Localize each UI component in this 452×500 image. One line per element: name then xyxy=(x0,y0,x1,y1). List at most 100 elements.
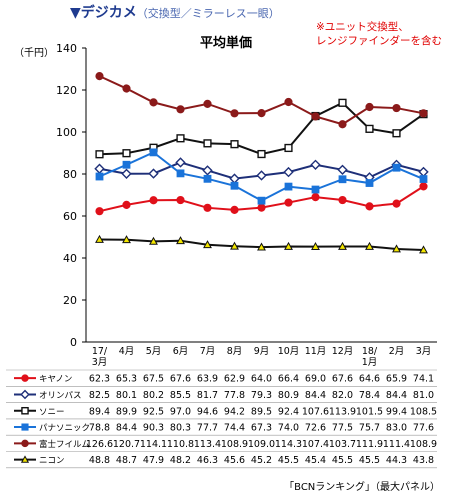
data-point-ソニー xyxy=(203,139,212,148)
data-value: 62.3 xyxy=(89,374,110,385)
y-tick-label: 20 xyxy=(63,294,77,307)
data-value: 89.9 xyxy=(116,406,137,417)
data-point-富士フイルム xyxy=(311,112,320,121)
data-value: 126.6 xyxy=(86,439,113,450)
data-value: 48.8 xyxy=(89,455,110,466)
data-point-ソニー xyxy=(338,98,347,107)
data-point-パナソニック xyxy=(122,160,131,169)
data-value: 103.7 xyxy=(329,439,356,450)
data-value: 45.6 xyxy=(224,455,245,466)
data-point-ニコン xyxy=(338,241,347,250)
data-point-ソニー xyxy=(284,143,293,153)
data-point-ニコン xyxy=(149,236,158,245)
data-point-ニコン xyxy=(95,234,104,243)
footnote-line-1: ※ユニット交換型、 xyxy=(316,21,409,33)
data-point-富士フイルム xyxy=(230,109,239,118)
data-point-ニコン xyxy=(230,241,239,250)
chart-title: 平均単価 xyxy=(199,36,252,51)
data-value: 84.4 xyxy=(116,423,137,434)
data-value: 45.5 xyxy=(332,455,353,466)
data-value: 78.4 xyxy=(359,390,380,401)
data-value: 46.3 xyxy=(197,455,218,466)
data-value: 82.0 xyxy=(332,390,353,401)
footnote-line-2: レンジファインダーを含む xyxy=(316,35,442,47)
data-value: 101.5 xyxy=(356,406,383,417)
data-point-ソニー xyxy=(230,140,239,149)
data-value: 67.6 xyxy=(170,374,191,385)
data-point-パナソニック xyxy=(392,163,401,172)
y-tick-label: 100 xyxy=(56,126,77,139)
data-point-ソニー xyxy=(392,129,401,138)
y-tick-label: 120 xyxy=(56,84,77,97)
data-point-キヤノン xyxy=(419,182,428,191)
legend-label: オリンパス xyxy=(39,391,82,401)
header-subtitle: （交換型／ミラーレス一眼） xyxy=(136,7,280,20)
data-point-キヤノン xyxy=(95,207,104,216)
legend-marker xyxy=(21,439,29,448)
data-value: 80.3 xyxy=(170,423,191,434)
source-label: 「BCNランキング」（最大パネル） xyxy=(284,482,440,493)
data-value: 45.4 xyxy=(305,455,326,466)
legend-marker xyxy=(21,406,29,415)
data-value: 81.0 xyxy=(413,390,434,401)
data-point-ニコン xyxy=(176,236,185,245)
data-point-キヤノン xyxy=(338,195,347,205)
x-tick-label: 6月 xyxy=(173,346,189,357)
data-point-パナソニック xyxy=(284,182,293,191)
data-value: 110.8 xyxy=(167,439,194,450)
legend-label: ニコン xyxy=(39,456,65,466)
data-point-ソニー xyxy=(257,149,266,159)
data-point-パナソニック xyxy=(365,179,374,187)
x-tick-label: 11月 xyxy=(305,346,327,357)
data-value: 120.7 xyxy=(113,439,140,450)
y-tick-label: 60 xyxy=(63,210,77,223)
data-value: 69.0 xyxy=(305,374,326,385)
data-point-キヤノン xyxy=(176,195,185,205)
data-value: 111.9 xyxy=(356,439,383,450)
data-value: 113.4 xyxy=(194,439,221,450)
data-value: 64.6 xyxy=(359,374,380,385)
data-value: 113.9 xyxy=(329,406,356,417)
data-point-オリンパス xyxy=(283,166,294,178)
data-point-キヤノン xyxy=(392,199,401,208)
data-value: 74.4 xyxy=(224,423,245,434)
data-value: 64.0 xyxy=(251,374,272,385)
data-value: 63.9 xyxy=(197,374,218,385)
data-value: 80.1 xyxy=(116,390,137,401)
data-point-キヤノン xyxy=(284,198,293,207)
data-value: 80.9 xyxy=(278,390,299,401)
data-point-富士フイルム xyxy=(176,105,185,114)
data-value: 97.0 xyxy=(170,406,191,417)
data-value: 84.4 xyxy=(386,390,407,401)
data-value: 75.7 xyxy=(359,423,380,434)
data-value: 66.4 xyxy=(278,374,299,385)
y-tick-label: 80 xyxy=(63,168,77,181)
header: ▼デジカメ（交換型／ミラーレス一眼） xyxy=(70,2,280,22)
x-tick-label: 10月 xyxy=(278,346,300,357)
data-point-富士フイルム xyxy=(149,98,158,107)
x-tick-label: 12月 xyxy=(332,346,354,357)
legend-label: ソニー xyxy=(39,407,65,417)
data-value: 84.4 xyxy=(305,390,326,401)
data-point-富士フイルム xyxy=(122,84,131,93)
data-point-パナソニック xyxy=(176,169,185,178)
data-point-キヤノン xyxy=(203,203,212,212)
x-tick-label: 8月 xyxy=(227,346,243,357)
data-value: 90.3 xyxy=(143,423,164,434)
data-point-富士フイルム xyxy=(392,103,401,113)
data-point-キヤノン xyxy=(230,205,239,215)
data-value: 114.3 xyxy=(275,439,302,450)
data-value: 72.6 xyxy=(305,423,326,434)
data-point-オリンパス xyxy=(310,159,321,170)
data-value: 107.4 xyxy=(302,439,329,450)
data-value: 65.9 xyxy=(386,374,407,385)
data-point-ニコン xyxy=(284,241,293,250)
x-tick-label: 9月 xyxy=(254,346,270,357)
legend-label: パナソニック xyxy=(39,424,90,434)
data-value: 83.0 xyxy=(386,423,407,434)
data-point-富士フイルム xyxy=(257,109,266,118)
data-value: 94.2 xyxy=(224,406,245,417)
data-value: 77.8 xyxy=(224,390,245,401)
data-value: 62.9 xyxy=(224,374,245,385)
data-point-ニコン xyxy=(392,244,401,253)
